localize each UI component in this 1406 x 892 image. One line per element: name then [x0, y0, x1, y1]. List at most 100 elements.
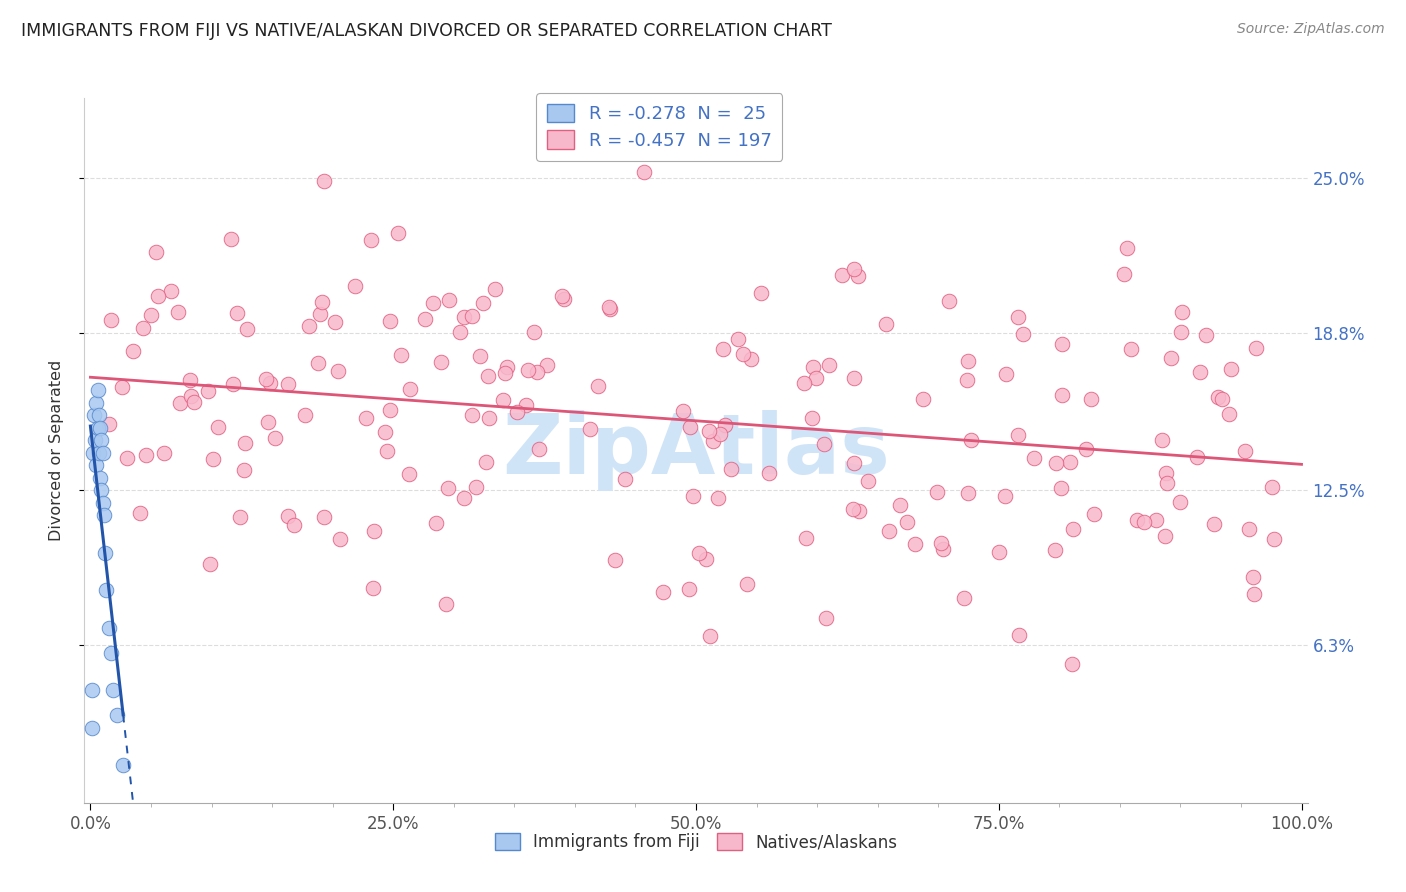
Point — [429, 354, 451, 368]
Point — [1241, 570, 1264, 584]
Point — [257, 415, 280, 429]
Point — [86, 458, 108, 473]
Point — [422, 296, 444, 310]
Point — [323, 315, 346, 329]
Point — [202, 451, 225, 466]
Point — [688, 546, 710, 560]
Point — [1218, 407, 1240, 421]
Point — [889, 498, 911, 512]
Point — [183, 395, 205, 409]
Point — [1204, 516, 1226, 531]
Point — [1076, 442, 1098, 457]
Point — [1233, 444, 1256, 458]
Point — [354, 410, 377, 425]
Point — [1150, 433, 1173, 447]
Point — [439, 293, 461, 307]
Point — [484, 282, 506, 296]
Point — [711, 343, 734, 357]
Point — [86, 421, 108, 435]
Point — [1261, 480, 1284, 494]
Point — [817, 358, 839, 372]
Point — [121, 343, 143, 358]
Point — [477, 369, 499, 384]
Point — [461, 310, 484, 324]
Point — [925, 484, 948, 499]
Point — [586, 379, 609, 393]
Point — [309, 307, 332, 321]
Point — [472, 296, 495, 310]
Point — [1114, 267, 1136, 281]
Point — [1050, 481, 1073, 495]
Point — [146, 289, 169, 303]
Point — [682, 489, 704, 503]
Point — [328, 364, 350, 378]
Point — [413, 311, 436, 326]
Point — [515, 398, 537, 412]
Point — [219, 232, 242, 246]
Point — [478, 410, 501, 425]
Point — [613, 472, 636, 486]
Point — [1083, 508, 1105, 522]
Point — [259, 376, 281, 391]
Point — [179, 373, 201, 387]
Point — [1153, 528, 1175, 542]
Point — [464, 479, 486, 493]
Point — [678, 582, 700, 596]
Point — [1170, 325, 1192, 339]
Point — [197, 384, 219, 398]
Point — [1144, 513, 1167, 527]
Point — [1206, 390, 1229, 404]
Point — [152, 446, 174, 460]
Point — [1160, 351, 1182, 366]
Point — [814, 611, 837, 625]
Point — [115, 450, 138, 465]
Point — [804, 370, 827, 384]
Point — [496, 359, 519, 374]
Point — [254, 372, 277, 386]
Point — [312, 510, 335, 524]
Point — [858, 475, 880, 489]
Point — [343, 279, 366, 293]
Point — [1119, 343, 1142, 357]
Point — [1126, 513, 1149, 527]
Point — [100, 312, 122, 326]
Point — [960, 433, 983, 447]
Point — [437, 481, 460, 495]
Point — [294, 408, 316, 422]
Point — [875, 318, 897, 332]
Point — [90, 483, 112, 498]
Point — [378, 403, 401, 417]
Point — [1171, 305, 1194, 319]
Point — [387, 226, 409, 240]
Point — [1211, 392, 1233, 407]
Point — [517, 362, 540, 376]
Point — [1059, 455, 1081, 469]
Point — [652, 585, 675, 599]
Point — [389, 348, 412, 362]
Point — [995, 367, 1018, 381]
Point — [553, 292, 575, 306]
Point — [1185, 450, 1208, 464]
Point — [1007, 428, 1029, 442]
Point — [80, 721, 103, 735]
Point — [697, 424, 720, 438]
Point — [128, 507, 150, 521]
Point — [363, 524, 385, 538]
Point — [848, 504, 870, 518]
Point — [709, 426, 731, 441]
Point — [167, 305, 190, 319]
Point — [94, 546, 117, 560]
Point — [699, 630, 721, 644]
Point — [277, 509, 299, 524]
Point — [112, 758, 135, 772]
Point — [1244, 342, 1267, 356]
Point — [105, 708, 128, 723]
Point — [720, 461, 742, 475]
Point — [1062, 657, 1084, 671]
Point — [132, 321, 155, 335]
Point — [207, 420, 229, 434]
Text: ZipAtlas: ZipAtlas — [502, 410, 890, 491]
Point — [97, 621, 120, 635]
Point — [425, 516, 447, 530]
Text: IMMIGRANTS FROM FIJI VS NATIVE/ALASKAN DIVORCED OR SEPARATED CORRELATION CHART: IMMIGRANTS FROM FIJI VS NATIVE/ALASKAN D… — [21, 22, 832, 40]
